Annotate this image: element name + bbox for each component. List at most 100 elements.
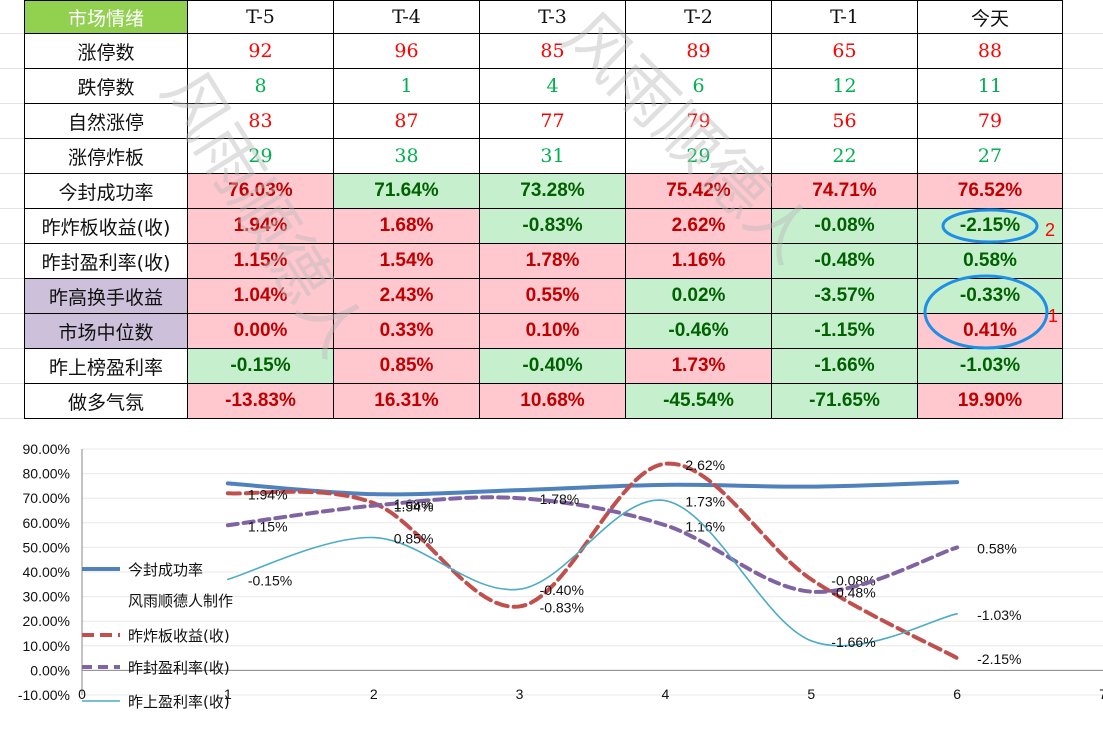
table-cell: 1.73%: [625, 348, 772, 384]
table-cell: 0.55%: [479, 278, 626, 314]
table-cell: 1.54%: [333, 243, 480, 279]
x-tick-label: 3: [516, 686, 524, 702]
x-tick-label: 6: [953, 686, 961, 702]
column-header: T-2: [625, 0, 772, 34]
highlight-circle-2: [941, 208, 1039, 244]
table-cell: 1.16%: [625, 243, 772, 279]
table-row: 昨上榜盈利率 -0.15% 0.85% -0.40% 1.73% -1.66% -1.03%: [24, 348, 1063, 384]
table-cell: 71.64%: [333, 173, 480, 209]
series-line: [227, 499, 958, 647]
table-cell: 19.90%: [917, 383, 1063, 419]
data-label: 2.62%: [685, 457, 725, 473]
data-label: 1.54%: [394, 499, 434, 515]
y-tick-label: 0.00%: [30, 662, 70, 678]
table-cell: -0.83%: [479, 208, 626, 244]
column-header: 今天: [917, 0, 1063, 34]
row-label: 涨停炸板: [24, 138, 188, 174]
table-cell: 0.00%: [187, 313, 334, 349]
column-header: T-1: [771, 0, 918, 34]
table-header-row: 市场情绪 T-5 T-4 T-3 T-2 T-1 今天: [24, 0, 1063, 34]
row-label: 昨炸板收益(收): [24, 208, 188, 244]
table-row: 昨炸板收益(收) 1.94% 1.68% -0.83% 2.62% -0.08% -2.15…: [24, 208, 1063, 244]
data-label: -0.15%: [248, 572, 292, 588]
table-cell: 31: [479, 138, 626, 174]
table-row: 市场中位数 0.00% 0.33% 0.10% -0.46% -1.15% 0.41%: [24, 313, 1063, 349]
annotation-number-2: 2: [1045, 220, 1055, 240]
legend-label: 昨上盈利率(收): [128, 693, 230, 711]
column-header: T-4: [333, 0, 480, 34]
table-cell: -0.40%: [479, 348, 626, 384]
table-cell: 22: [771, 138, 918, 174]
data-label: -0.40%: [540, 582, 584, 598]
column-header: T-5: [187, 0, 334, 34]
table-cell: -0.08%: [771, 208, 918, 244]
x-tick-label: 4: [662, 686, 670, 702]
annotation-number-1: 1: [1048, 306, 1058, 326]
table-row: 跌停数 8 1 4 6 12 11: [24, 68, 1063, 104]
table-cell: 29: [625, 138, 772, 174]
table-cell: 83: [187, 103, 334, 139]
legend-label: 今封成功率: [128, 561, 203, 579]
legend-label: 昨炸板收益(收): [128, 627, 230, 645]
row-label: 今封成功率: [24, 173, 188, 209]
legend-label: 昨封盈利率(收): [128, 659, 230, 677]
table-cell: 2.43%: [333, 278, 480, 314]
table-cell: -1.03%: [917, 348, 1063, 384]
series-line: [225, 480, 960, 497]
table-cell: 16.31%: [333, 383, 480, 419]
row-label: 昨封盈利率(收): [24, 243, 188, 279]
data-label: -0.83%: [540, 599, 584, 615]
table-cell: 88: [917, 33, 1063, 69]
table-cell: 10.68%: [479, 383, 626, 419]
data-label: 1.73%: [685, 494, 725, 510]
table-row: 自然涨停 83 87 77 79 56 79: [24, 103, 1063, 139]
table-cell: -1.66%: [771, 348, 918, 384]
data-label: -1.66%: [831, 634, 875, 650]
y-tick-label: -10.00%: [18, 687, 70, 703]
table-cell: 6: [625, 68, 772, 104]
data-label: -1.03%: [977, 607, 1021, 623]
data-label: -2.15%: [977, 651, 1021, 667]
row-label: 跌停数: [24, 68, 188, 104]
data-label: 1.15%: [248, 518, 288, 534]
table-cell: 75.42%: [625, 173, 772, 209]
table-cell: 0.33%: [333, 313, 480, 349]
y-tick-label: 10.00%: [23, 638, 70, 654]
table-cell: -13.83%: [187, 383, 334, 419]
y-tick-label: 40.00%: [23, 564, 70, 580]
series-line: [225, 495, 960, 594]
x-tick-label: 1: [224, 686, 232, 702]
x-tick-label: 7: [1099, 686, 1103, 702]
table-cell: -0.33%: [917, 278, 1063, 314]
table-cell: 1.68%: [333, 208, 480, 244]
table-cell: 8: [187, 68, 334, 104]
data-label: 0.85%: [394, 531, 434, 547]
table-cell: 77: [479, 103, 626, 139]
line-chart: 90.00%80.00%70.00%60.00%50.00%40.00%30.0…: [18, 441, 1103, 711]
data-label: 0.58%: [977, 540, 1017, 556]
table-cell: -0.15%: [187, 348, 334, 384]
table-cell: 0.10%: [479, 313, 626, 349]
x-tick-label: 5: [807, 686, 815, 702]
y-tick-label: 50.00%: [23, 539, 70, 555]
table-corner-label: 市场情绪: [24, 0, 188, 34]
table-cell: 1.78%: [479, 243, 626, 279]
table-cell: -71.65%: [771, 383, 918, 419]
table-row: 今封成功率 76.03% 71.64% 73.28% 75.42% 74.71% 76.52…: [24, 173, 1063, 209]
series-line: [225, 461, 960, 661]
data-label: -0.48%: [831, 585, 875, 601]
sheet-gridline: [0, 418, 1103, 419]
y-tick-label: 30.00%: [23, 589, 70, 605]
table-cell: 1.04%: [187, 278, 334, 314]
row-label: 涨停数: [24, 33, 188, 69]
legend-note: 风雨顺德人制作: [128, 592, 233, 610]
table-row: 做多气氛 -13.83% 16.31% 10.68% -45.54% -71.65% 19.…: [24, 383, 1063, 419]
table-cell: -0.48%: [771, 243, 918, 279]
y-tick-label: 70.00%: [23, 490, 70, 506]
table-cell: 0.02%: [625, 278, 772, 314]
row-label: 昨高换手收益: [24, 278, 188, 314]
y-tick-label: 90.00%: [23, 441, 70, 457]
table-cell: 79: [625, 103, 772, 139]
table-cell: 65: [771, 33, 918, 69]
column-header: T-3: [479, 0, 626, 34]
